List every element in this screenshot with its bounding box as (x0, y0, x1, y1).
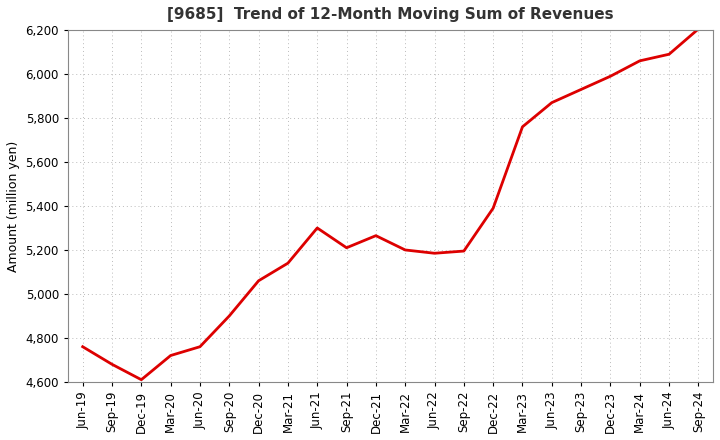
Y-axis label: Amount (million yen): Amount (million yen) (7, 140, 20, 271)
Title: [9685]  Trend of 12-Month Moving Sum of Revenues: [9685] Trend of 12-Month Moving Sum of R… (167, 7, 614, 22)
